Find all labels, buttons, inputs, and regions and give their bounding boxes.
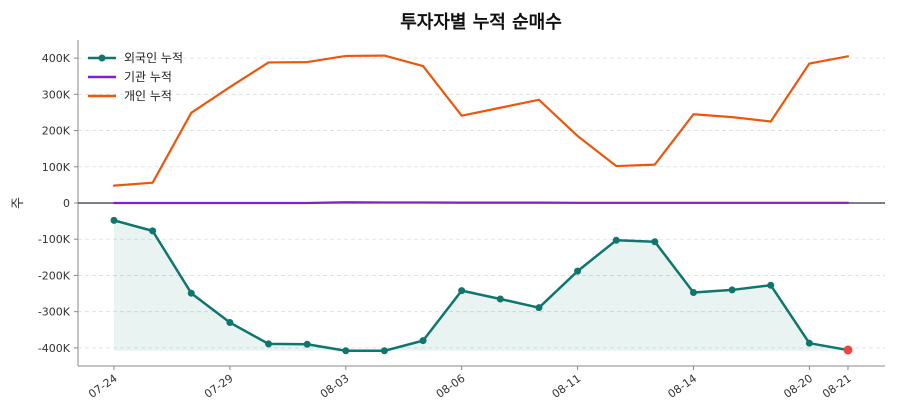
x-tick-label: 08-06: [434, 372, 468, 401]
data-point: [419, 337, 427, 345]
y-tick-label: -100K: [38, 233, 71, 246]
data-point: [496, 295, 504, 303]
data-point: [535, 304, 543, 312]
series-line: [112, 201, 850, 205]
x-tick-label: 08-20: [781, 372, 815, 401]
data-point: [612, 236, 620, 244]
data-point: [265, 340, 273, 348]
y-tick-label: 300K: [42, 88, 71, 101]
series-area-fill: [114, 220, 848, 351]
data-point: [689, 288, 697, 296]
y-tick-label: 400K: [42, 52, 71, 65]
legend-label: 외국인 누적: [124, 51, 183, 65]
data-point: [303, 340, 311, 348]
y-tick-label: -200K: [38, 269, 71, 282]
y-tick-label: 100K: [42, 161, 71, 174]
x-tick-label: 07-24: [86, 372, 120, 401]
y-tick-label: 0: [63, 197, 70, 210]
legend-marker: [98, 54, 106, 62]
data-point: [574, 267, 582, 275]
series-line: [112, 219, 850, 353]
y-tick-label: 200K: [42, 125, 71, 138]
legend-label: 개인 누적: [124, 89, 172, 103]
data-point: [226, 319, 234, 327]
last-point-marker: [843, 345, 853, 355]
data-point: [651, 238, 659, 246]
x-tick-label: 08-11: [550, 372, 584, 401]
x-tick-label: 08-03: [318, 372, 352, 401]
y-tick-label: -400K: [38, 342, 71, 355]
x-tick-label: 08-21: [820, 372, 854, 401]
series-line: [112, 54, 850, 187]
data-point: [187, 289, 195, 297]
data-point: [805, 339, 813, 347]
data-point: [767, 281, 775, 289]
data-point: [380, 347, 388, 355]
y-axis-label: 주: [11, 197, 26, 209]
data-point: [728, 286, 736, 294]
data-point: [342, 347, 350, 355]
data-point: [149, 227, 157, 235]
x-tick-label: 08-14: [666, 372, 700, 401]
data-point: [110, 216, 118, 224]
legend-label: 기관 누적: [124, 70, 172, 84]
data-point: [458, 287, 466, 295]
chart-title: 투자자별 누적 순매수: [400, 12, 562, 33]
y-tick-label: -300K: [38, 306, 71, 319]
series-layer: [78, 54, 885, 355]
x-tick-label: 07-29: [202, 372, 236, 401]
